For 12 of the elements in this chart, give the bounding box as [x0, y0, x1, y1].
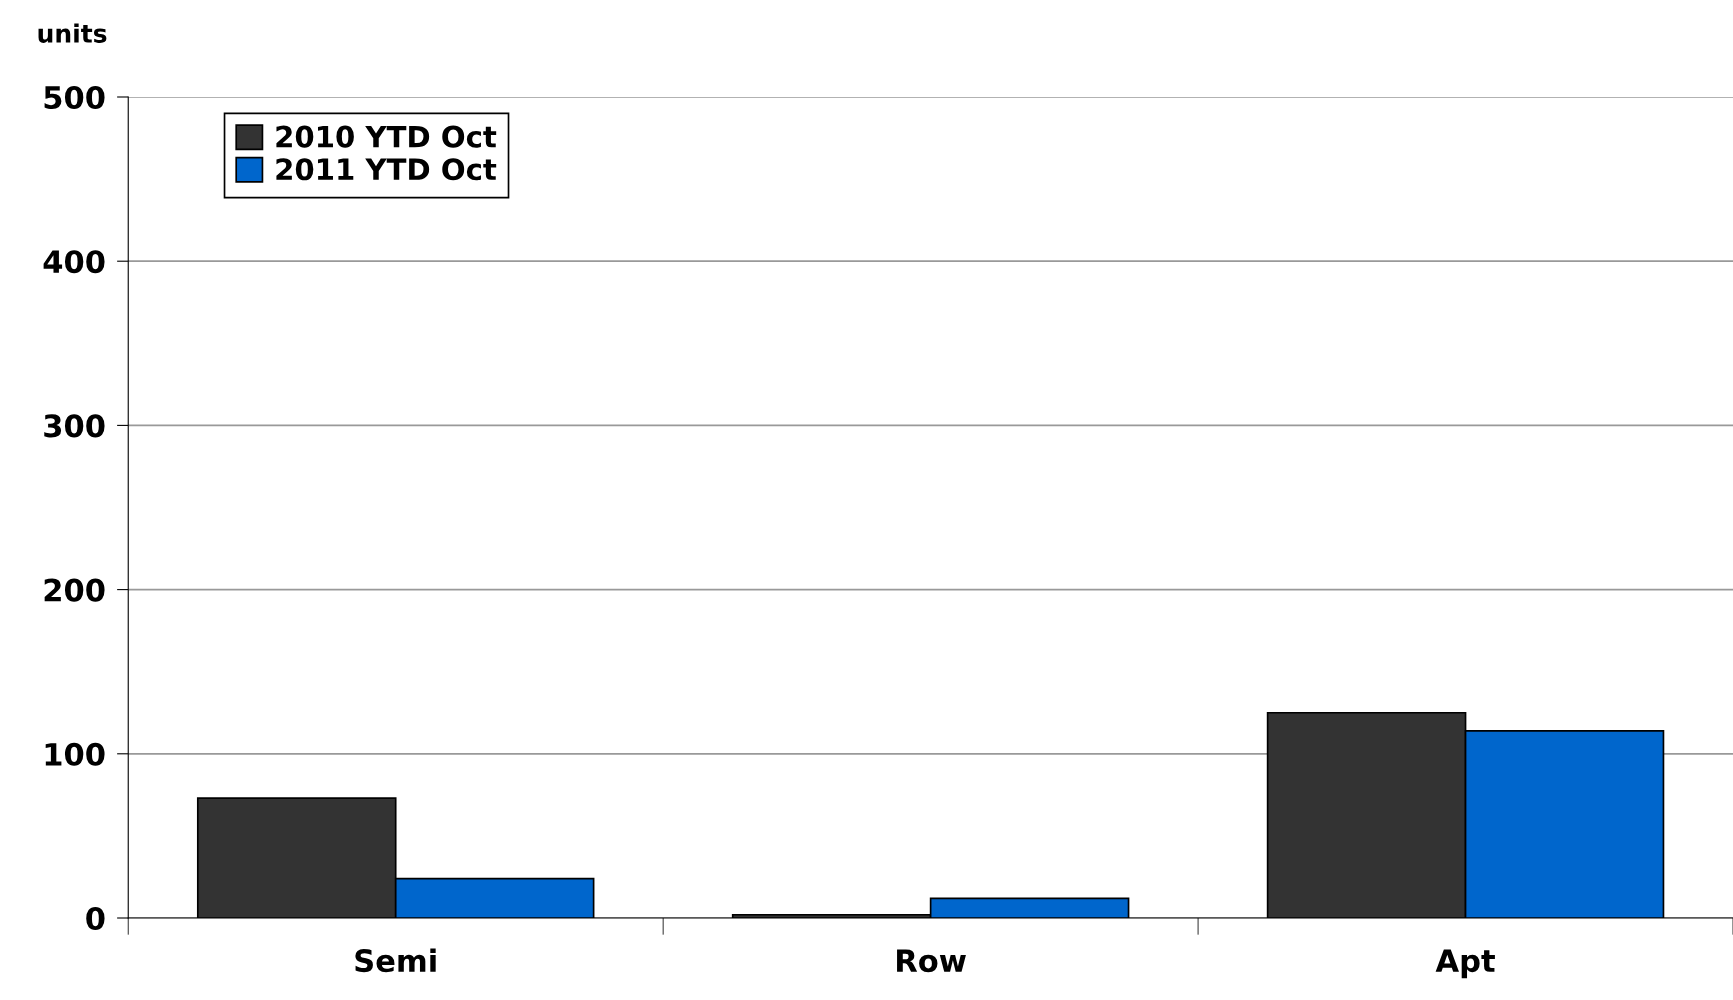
y-axis-title: units: [38, 23, 107, 43]
legend-label: 2010 YTD Oct: [276, 125, 497, 148]
y-tick-label: 500: [44, 85, 105, 110]
x-tick-label: Apt: [1435, 949, 1495, 979]
y-tick-label: 0: [86, 906, 105, 931]
legend-label: 2011 YTD Oct: [276, 158, 497, 181]
x-tick-label: Semi: [355, 948, 436, 973]
y-tick-label: 400: [43, 250, 105, 274]
y-tick-label: 100: [45, 742, 105, 766]
x-tick-label: Row: [897, 949, 966, 973]
y-tick-label: 200: [44, 578, 105, 602]
y-tick-label: 300: [44, 414, 105, 438]
